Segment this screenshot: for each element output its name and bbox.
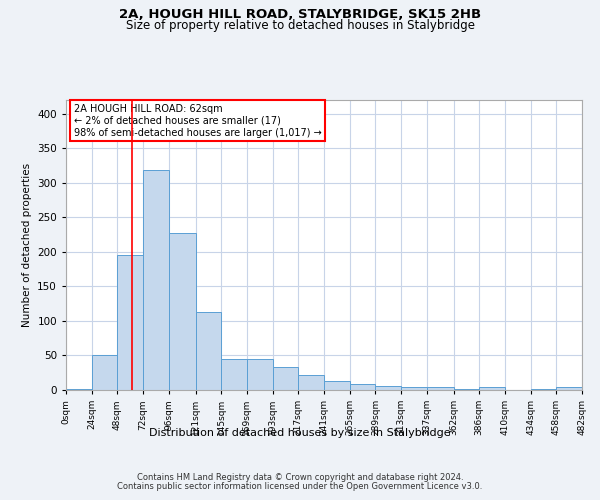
Bar: [92, 356, 118, 390]
Text: Contains public sector information licensed under the Open Government Licence v3: Contains public sector information licen…: [118, 482, 482, 491]
Text: Contains HM Land Registry data © Crown copyright and database right 2024.: Contains HM Land Registry data © Crown c…: [137, 472, 463, 482]
Text: Distribution of detached houses by size in Stalybridge: Distribution of detached houses by size …: [149, 428, 451, 438]
Text: Size of property relative to detached houses in Stalybridge: Size of property relative to detached ho…: [125, 18, 475, 32]
Bar: [324, 381, 350, 390]
Bar: [298, 375, 324, 390]
Bar: [221, 359, 247, 390]
Bar: [427, 387, 454, 390]
Bar: [66, 388, 92, 390]
Bar: [169, 234, 196, 390]
Text: 2A HOUGH HILL ROAD: 62sqm
← 2% of detached houses are smaller (17)
98% of semi-d: 2A HOUGH HILL ROAD: 62sqm ← 2% of detach…: [74, 104, 322, 138]
Y-axis label: Number of detached properties: Number of detached properties: [22, 163, 32, 327]
Bar: [376, 386, 401, 390]
Bar: [143, 170, 169, 390]
Bar: [272, 367, 298, 390]
Bar: [118, 256, 143, 390]
Bar: [350, 384, 376, 390]
Bar: [479, 387, 505, 390]
Text: 2A, HOUGH HILL ROAD, STALYBRIDGE, SK15 2HB: 2A, HOUGH HILL ROAD, STALYBRIDGE, SK15 2…: [119, 8, 481, 20]
Bar: [247, 359, 272, 390]
Bar: [196, 312, 221, 390]
Bar: [556, 386, 582, 390]
Bar: [401, 387, 427, 390]
